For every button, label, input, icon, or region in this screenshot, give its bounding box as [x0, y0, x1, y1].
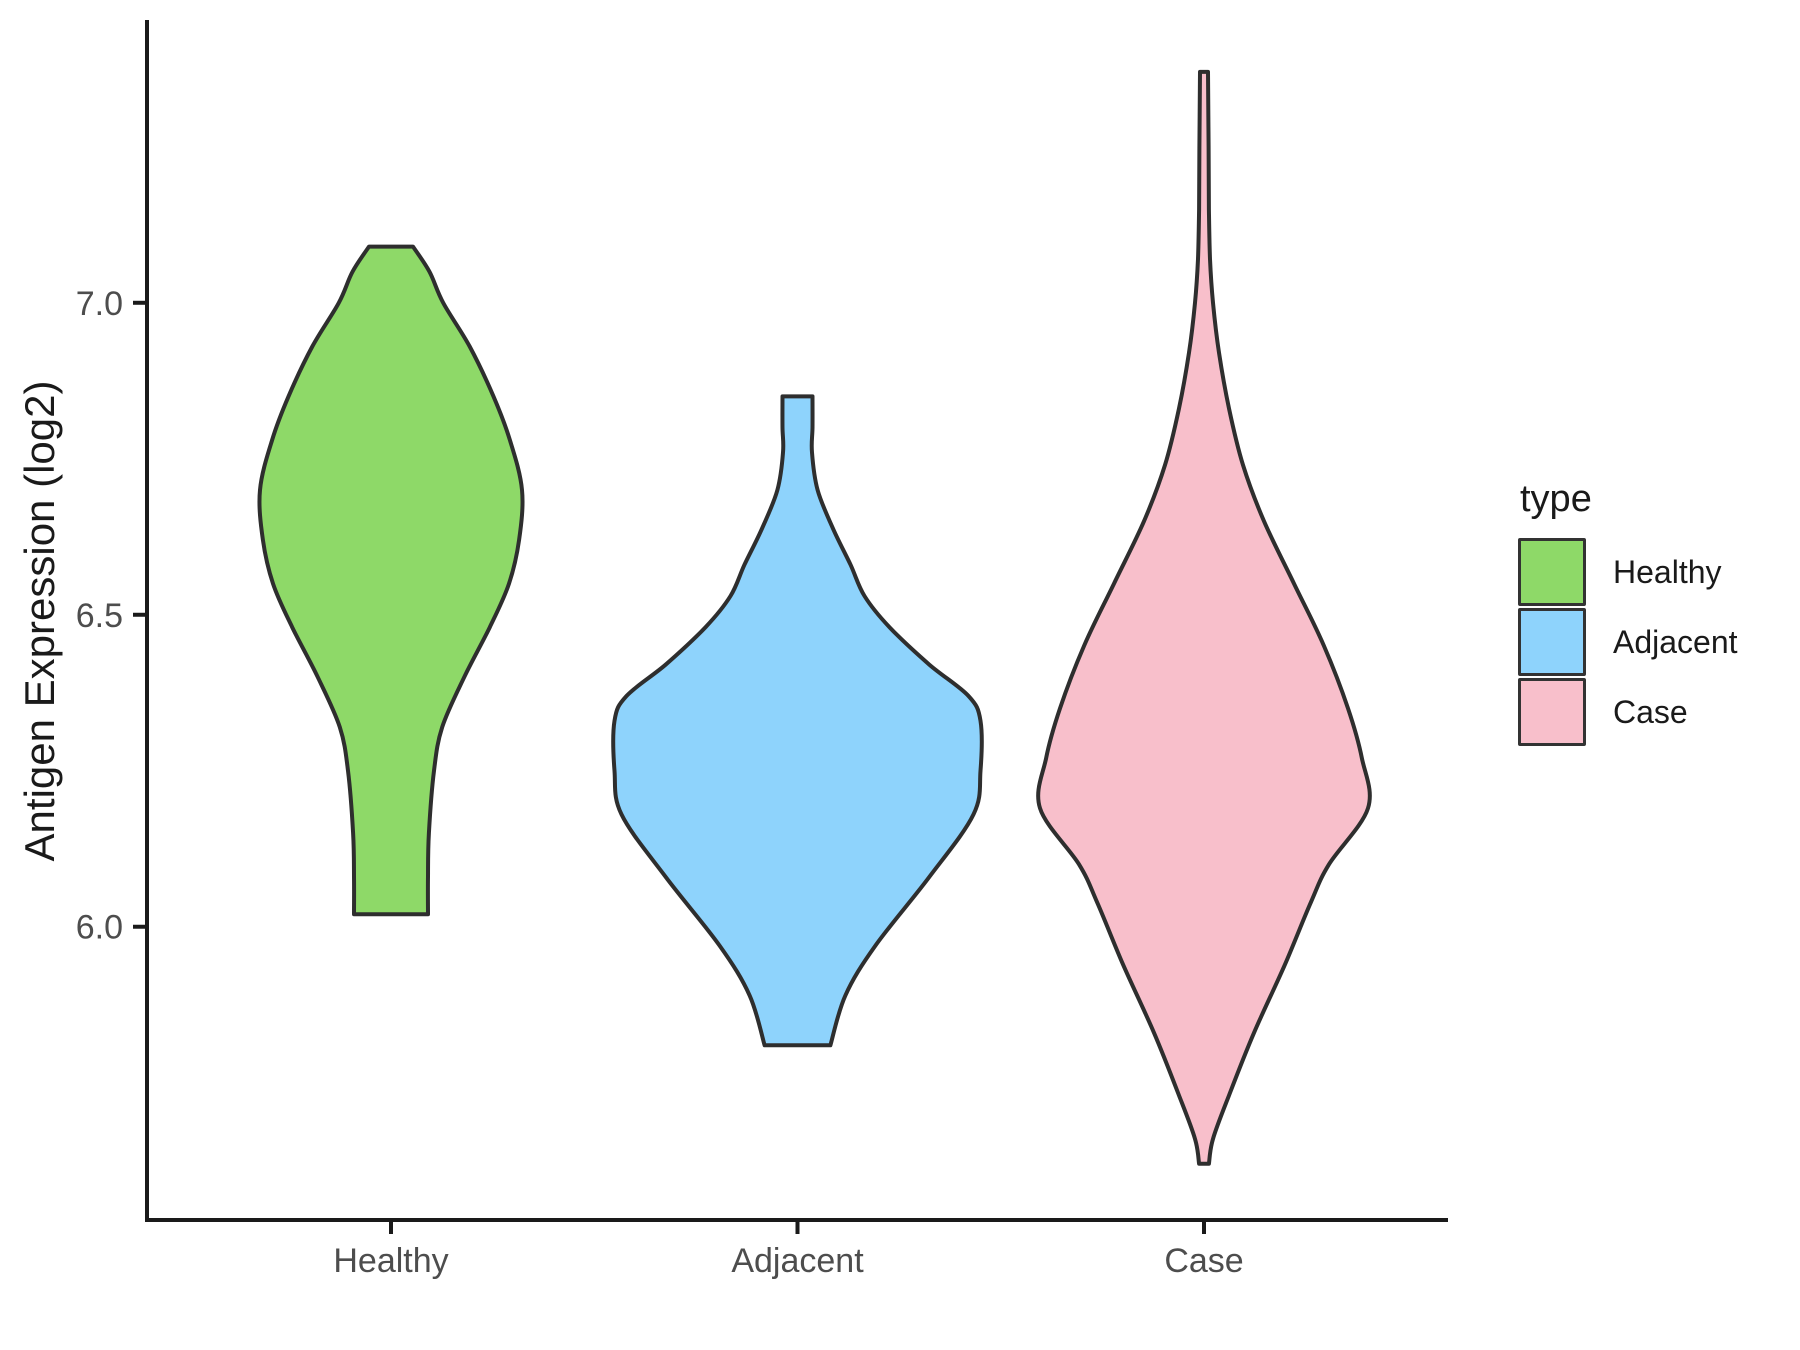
y-tick-label: 7.0 [76, 285, 123, 323]
x-tick-label: Case [1164, 1242, 1243, 1280]
y-axis-title: Antigen Expression (log2) [16, 380, 63, 862]
legend-key-swatch [1518, 538, 1586, 606]
legend-key-swatch [1518, 608, 1586, 676]
legend-items: Healthy Adjacent Case [1518, 537, 1738, 747]
legend-item-case: Case [1518, 677, 1738, 747]
violin-case [1036, 69, 1372, 1166]
violin-healthy [257, 244, 525, 917]
legend-label: Healthy [1613, 553, 1722, 590]
legend-label: Case [1613, 693, 1688, 730]
legend-item-healthy: Healthy [1518, 537, 1738, 607]
violin-adjacent [611, 394, 984, 1048]
legend-label: Adjacent [1613, 623, 1738, 660]
legend-title: type [1520, 478, 1592, 520]
x-tick-label: Healthy [333, 1242, 448, 1280]
y-tick-label: 6.0 [76, 909, 123, 947]
y-tick-label: 6.5 [76, 597, 123, 635]
x-tick-label: Adjacent [731, 1242, 864, 1280]
legend-item-adjacent: Adjacent [1518, 607, 1738, 677]
legend: type Healthy Adjacent Case [1518, 478, 1738, 747]
legend-key-swatch [1518, 678, 1586, 746]
